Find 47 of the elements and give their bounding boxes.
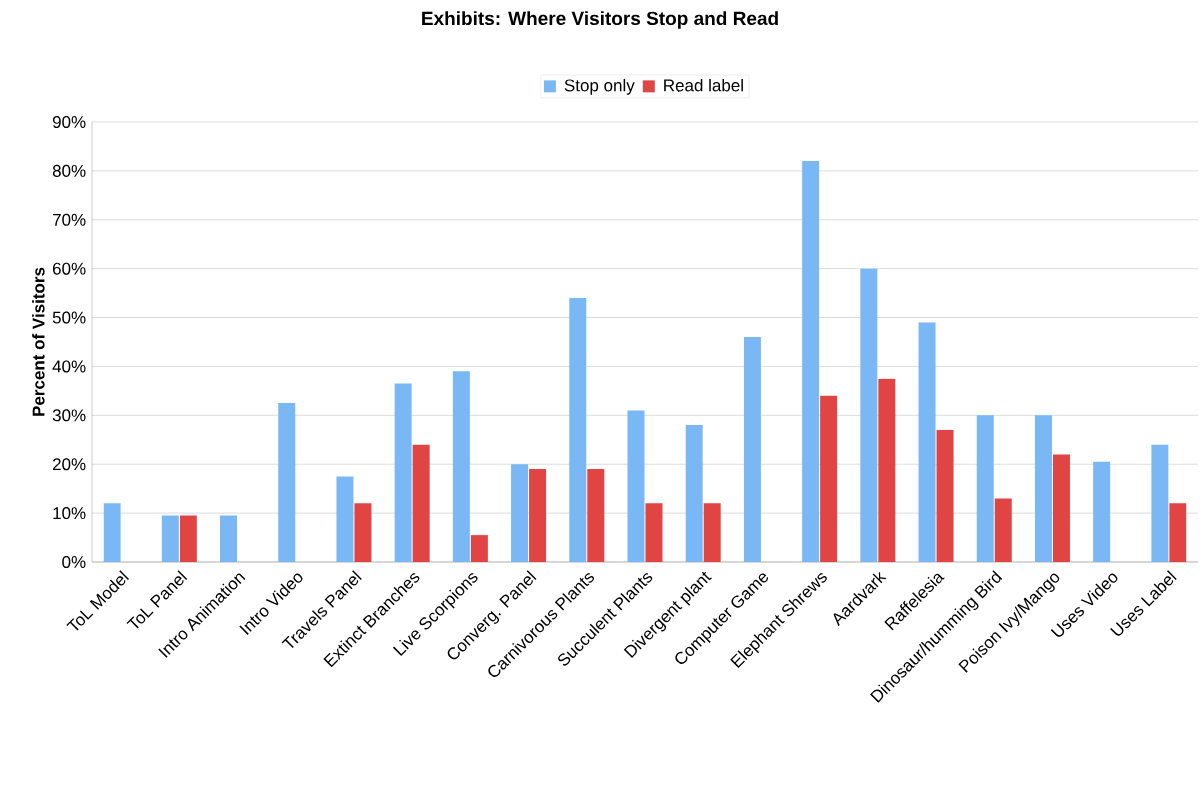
- bar: [802, 161, 820, 562]
- bar: [220, 515, 238, 562]
- bar: [645, 503, 663, 562]
- bar: [820, 395, 838, 562]
- y-tick-label: 50%: [52, 311, 86, 324]
- bar: [179, 515, 197, 562]
- chart-title: Exhibits: Where Visitors Stop and Read: [422, 11, 778, 29]
- y-tick-label: 40%: [52, 360, 86, 373]
- y-tick-label: 80%: [52, 164, 86, 177]
- bar: [336, 476, 354, 562]
- bar: [743, 337, 761, 562]
- legend-label: Stop only: [564, 78, 635, 95]
- bar: [685, 425, 703, 562]
- bar: [994, 498, 1012, 562]
- bar: [394, 383, 412, 562]
- bar: [918, 322, 936, 562]
- bar: [878, 378, 896, 562]
- bar: [103, 503, 121, 562]
- bar: [1052, 454, 1070, 562]
- y-axis-title: Percent of Visitors: [32, 267, 45, 416]
- bar: [703, 503, 721, 562]
- bar: [627, 410, 645, 562]
- bar: [936, 429, 954, 562]
- bar: [1034, 415, 1052, 562]
- y-tick-label: 60%: [52, 262, 86, 275]
- bar: [470, 535, 488, 562]
- bar: [278, 403, 296, 562]
- bar: [1093, 461, 1111, 562]
- y-tick-label: 0%: [62, 555, 86, 569]
- bar: [569, 297, 587, 562]
- bar: [529, 469, 547, 562]
- y-tick-label: 70%: [53, 213, 86, 226]
- y-tick-label: 10%: [53, 507, 86, 520]
- bar: [860, 268, 878, 562]
- bar: [161, 515, 179, 562]
- bar: [1169, 503, 1187, 562]
- y-tick-label: 30%: [52, 409, 86, 422]
- legend-label: Read label: [664, 78, 743, 92]
- bar: [1151, 444, 1169, 562]
- bar: [587, 469, 605, 562]
- bar: [976, 415, 994, 562]
- y-tick-label: 90%: [52, 115, 86, 129]
- bar: [354, 503, 372, 562]
- bar: [511, 464, 529, 562]
- bar: [412, 444, 430, 562]
- bar: [452, 371, 470, 562]
- y-tick-label: 20%: [52, 458, 86, 471]
